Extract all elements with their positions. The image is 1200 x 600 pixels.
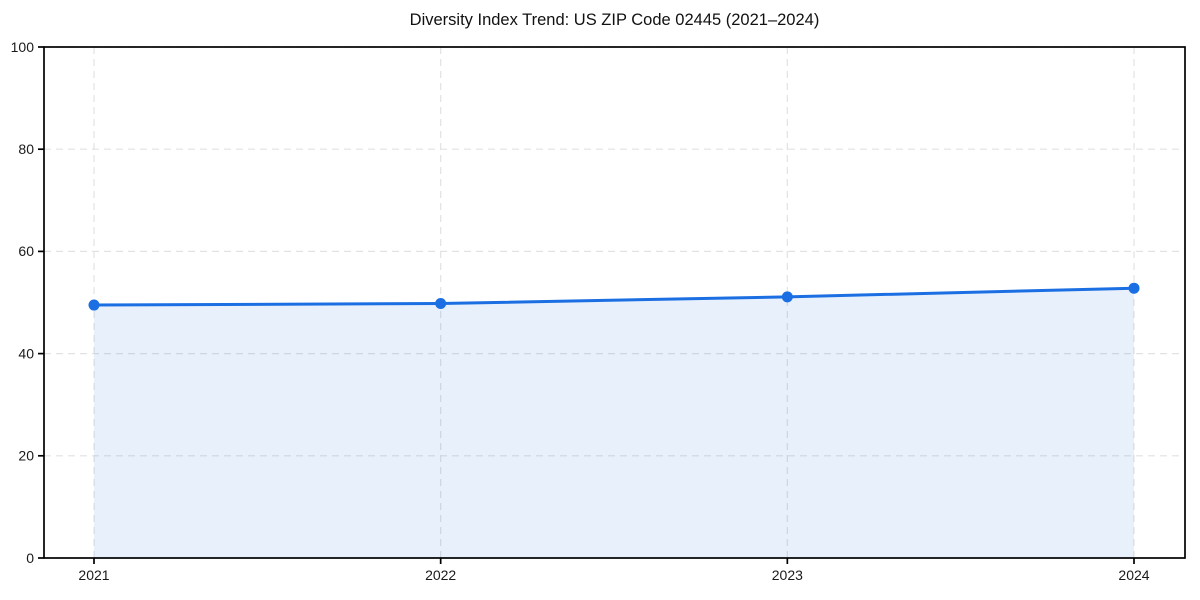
- y-axis-tick-label: 80: [18, 141, 34, 157]
- y-axis-tick-label: 20: [18, 448, 34, 464]
- plot-border: [43, 46, 1186, 559]
- y-axis-tick-label: 0: [26, 550, 34, 566]
- chart-title: Diversity Index Trend: US ZIP Code 02445…: [409, 11, 820, 29]
- trend-line: [92, 286, 1136, 307]
- data-point-2023: [781, 291, 793, 303]
- data-point-2022: [435, 298, 447, 310]
- x-axis-tick-label: 2023: [772, 567, 803, 583]
- data-point-2024: [1128, 282, 1140, 294]
- y-axis-tick-label: 100: [11, 39, 35, 55]
- data-point-2021: [88, 299, 100, 311]
- x-axis-tick-label: 2022: [425, 567, 456, 583]
- area-fill: [94, 288, 1134, 558]
- x-axis-tick-label: 2021: [78, 567, 109, 583]
- y-axis-tick-label: 60: [18, 243, 34, 259]
- y-axis-tick-label: 40: [18, 345, 34, 361]
- x-axis-tick-label: 2024: [1118, 567, 1149, 583]
